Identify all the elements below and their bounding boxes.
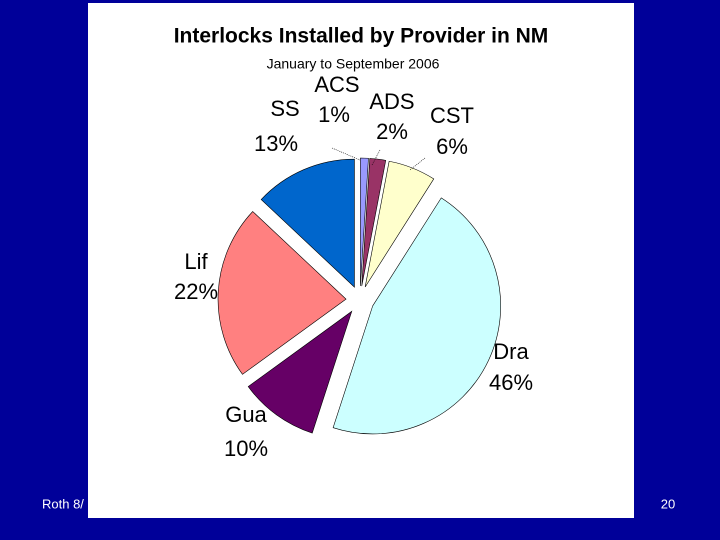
slice-value-label: 1% xyxy=(318,102,350,127)
page-number: 20 xyxy=(661,496,675,511)
slice-label: Lif xyxy=(184,249,208,274)
slice-label: CST xyxy=(430,103,474,128)
leader-line xyxy=(409,157,426,171)
pie-slice xyxy=(217,211,347,375)
slice-label: ADS xyxy=(369,89,414,114)
slice-label: Dra xyxy=(493,339,529,364)
pie-slice xyxy=(247,310,353,434)
chart-title: Interlocks Installed by Provider in NM xyxy=(174,25,549,48)
footer-text: Roth 8/ xyxy=(42,496,84,511)
pie-slice xyxy=(361,158,387,287)
slice-value-label: 46% xyxy=(489,370,533,395)
slice-value-label: 22% xyxy=(174,279,218,304)
pie-slice xyxy=(332,197,501,435)
pie-slice xyxy=(360,157,369,287)
slice-value-label: 13% xyxy=(254,131,298,156)
slice-label: ACS xyxy=(314,72,359,97)
slice-value-label: 6% xyxy=(436,134,468,159)
slice-label: Gua xyxy=(225,402,267,427)
leader-line xyxy=(371,149,381,166)
slice-value-label: 10% xyxy=(224,436,268,461)
slice-value-label: 2% xyxy=(376,119,408,144)
chart-subtitle: January to September 2006 xyxy=(267,56,440,72)
slice-label: SS xyxy=(270,96,299,121)
pie-slice xyxy=(260,158,355,288)
